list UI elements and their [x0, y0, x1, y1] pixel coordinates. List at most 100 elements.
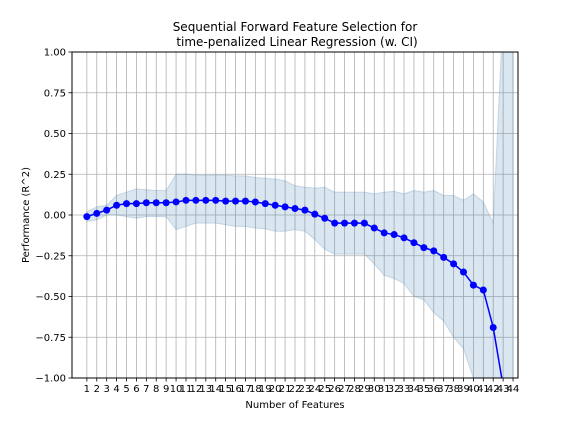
data-point [222, 197, 230, 205]
x-tick-label: 8 [153, 384, 159, 395]
x-tick-label: 35 [417, 384, 430, 395]
x-tick-label: 17 [239, 384, 252, 395]
x-tick-label: 11 [180, 384, 193, 395]
data-point [103, 206, 111, 214]
x-tick-label: 27 [338, 384, 351, 395]
data-point [420, 244, 428, 252]
x-tick-label: 4 [113, 384, 119, 395]
x-tick-label: 29 [358, 384, 371, 395]
x-tick-label: 20 [269, 384, 282, 395]
x-tick-label: 12 [190, 384, 203, 395]
x-tick-label: 2 [94, 384, 100, 395]
data-point [370, 224, 378, 232]
data-point [459, 268, 467, 276]
x-tick-label: 3 [104, 384, 110, 395]
data-point [489, 323, 497, 331]
data-point [350, 219, 358, 227]
data-point [152, 199, 160, 207]
x-tick-label: 42 [487, 384, 500, 395]
x-tick-label: 40 [467, 384, 480, 395]
data-point [192, 196, 200, 204]
x-tick-label: 39 [457, 384, 470, 395]
data-point [182, 196, 190, 204]
data-point [400, 234, 408, 242]
x-tick-label: 9 [163, 384, 169, 395]
x-tick-label: 37 [437, 384, 450, 395]
chart-title: Sequential Forward Feature Selection for… [173, 20, 418, 49]
data-point [479, 286, 487, 294]
x-tick-label: 1 [84, 384, 90, 395]
data-point [430, 247, 438, 255]
y-tick-label: 0.00 [44, 211, 66, 222]
x-tick-label: 16 [229, 384, 242, 395]
x-tick-label: 18 [249, 384, 262, 395]
data-point [113, 201, 121, 209]
data-point [380, 229, 388, 237]
x-tick-label: 33 [398, 384, 411, 395]
y-axis-label: Performance (R^2) [21, 167, 32, 263]
y-tick-label: −1.00 [35, 374, 66, 385]
x-tick-label: 43 [497, 384, 510, 395]
x-tick-label: 6 [133, 384, 139, 395]
chart-title-line-2: time-penalized Linear Regression (w. CI) [176, 35, 417, 49]
data-point [241, 197, 249, 205]
data-point [142, 199, 150, 207]
y-tick-label: −0.50 [35, 292, 66, 303]
x-tick-label: 25 [318, 384, 331, 395]
y-tick-label: 0.75 [44, 88, 66, 99]
x-tick-label: 23 [299, 384, 312, 395]
data-point [291, 204, 299, 212]
x-tick-label: 31 [378, 384, 391, 395]
x-tick-label: 19 [259, 384, 272, 395]
x-tick-label: 15 [219, 384, 232, 395]
x-tick-label: 38 [447, 384, 460, 395]
data-point [331, 219, 339, 227]
data-point [281, 203, 289, 211]
chart-title-line-1: Sequential Forward Feature Selection for [173, 20, 418, 34]
x-tick-label: 21 [279, 384, 292, 395]
data-point [232, 197, 240, 205]
y-tick-label: 0.25 [44, 170, 66, 181]
data-point [311, 210, 319, 218]
x-tick-label: 36 [427, 384, 440, 395]
data-point [341, 219, 349, 227]
data-point [410, 239, 418, 247]
confidence-interval-band [86, 52, 514, 378]
x-tick-label: 14 [209, 384, 222, 395]
x-tick-label: 5 [123, 384, 129, 395]
x-axis-ticks: 1 2 3 4 5 6 7 8 9 1011121314151617181920212223242… [84, 378, 520, 395]
x-tick-label: 28 [348, 384, 361, 395]
data-point [123, 200, 131, 208]
data-point [93, 209, 101, 217]
data-point [321, 214, 329, 222]
data-point [440, 253, 448, 261]
data-point [261, 200, 269, 208]
x-tick-label: 26 [328, 384, 341, 395]
y-tick-label: −0.25 [35, 251, 66, 262]
x-tick-label: 41 [477, 384, 490, 395]
x-tick-label: 22 [289, 384, 302, 395]
x-axis-label: Number of Features [245, 400, 344, 411]
data-point [212, 196, 220, 204]
data-point [132, 200, 140, 208]
x-tick-label: 44 [507, 384, 520, 395]
data-point [450, 260, 458, 268]
data-point [202, 196, 210, 204]
data-point [469, 281, 477, 289]
data-point [251, 198, 259, 206]
data-point [271, 201, 279, 209]
y-tick-label: −0.75 [35, 333, 66, 344]
x-tick-label: 24 [308, 384, 321, 395]
ci-band [86, 52, 514, 378]
data-point [360, 219, 368, 227]
x-tick-label: 34 [408, 384, 421, 395]
data-point [162, 199, 170, 207]
y-axis-ticks: −1.00 −0.75 −0.50 −0.25 0.00 0.25 0.50 0.75 1.00 [35, 48, 72, 385]
grid-lines [72, 51, 518, 379]
y-tick-label: 0.50 [44, 129, 66, 140]
data-point [390, 231, 398, 239]
x-tick-label: 30 [368, 384, 381, 395]
data-point [301, 206, 309, 214]
y-tick-label: 1.00 [44, 48, 66, 59]
